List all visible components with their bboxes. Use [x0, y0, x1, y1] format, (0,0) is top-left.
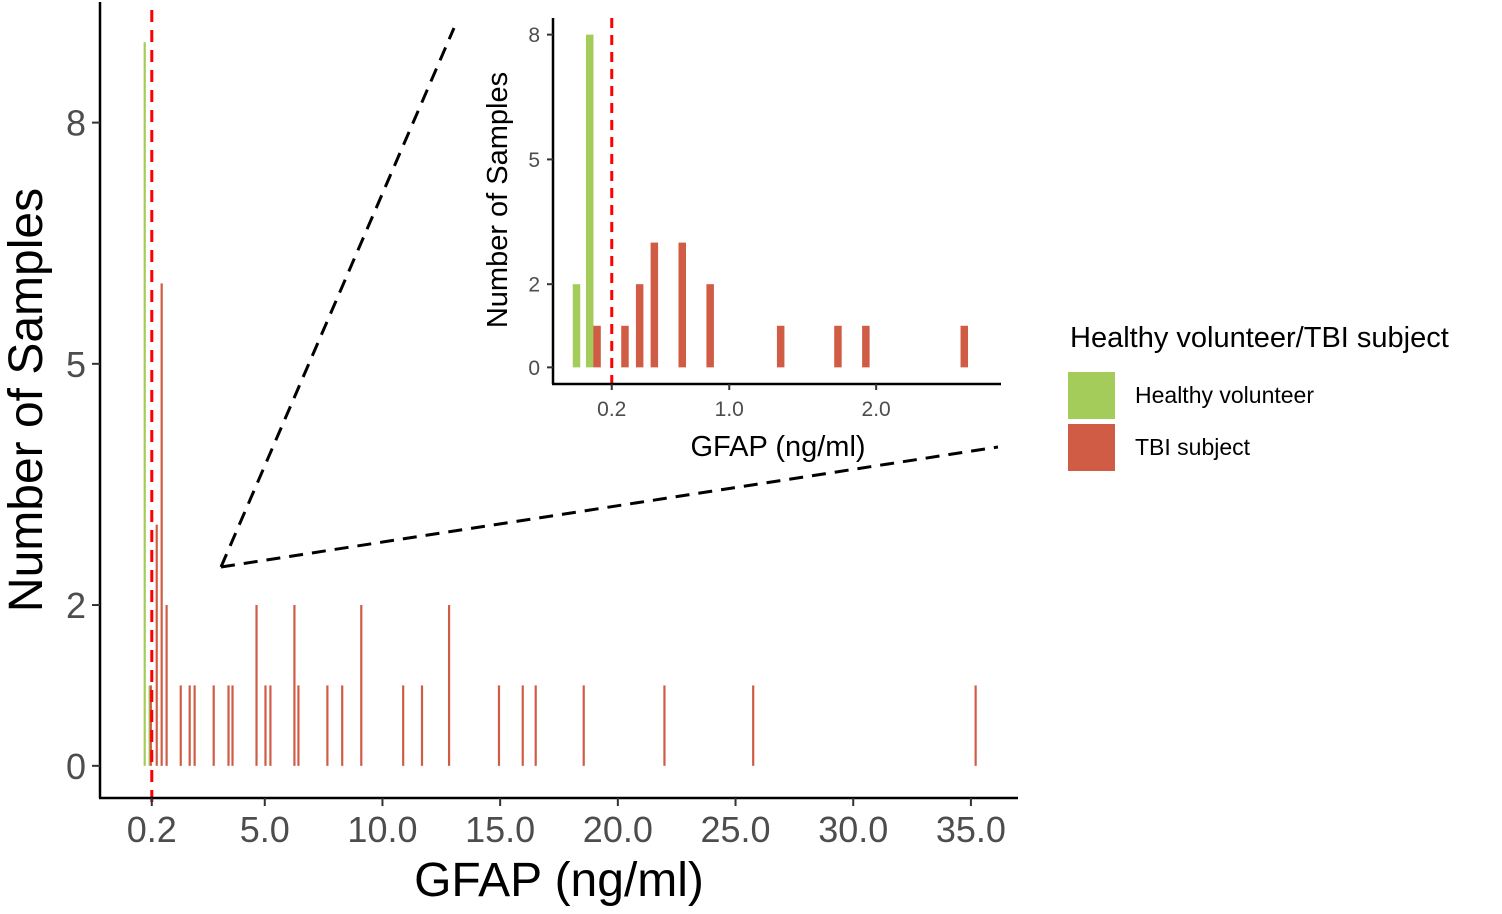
legend-item-healthy-volunteer: Healthy volunteer: [1068, 369, 1449, 421]
main-bar-tbi-subject: [297, 685, 300, 766]
inset-x-ticks: 0.2 1.0 2.0: [597, 384, 891, 421]
main-y-tick-label: 0: [66, 746, 86, 787]
inset-y-axis-title: Number of Samples: [482, 72, 514, 328]
main-x-tick-label: 35.0: [936, 809, 1006, 850]
inset-bar-healthy-volunteer: [572, 284, 581, 368]
main-bar-tbi-subject: [269, 685, 272, 766]
legend-title: Healthy volunteer/TBI subject: [1070, 322, 1449, 354]
inset-bar-tbi-subject: [834, 325, 842, 368]
main-bar-tbi-subject: [165, 605, 168, 766]
main-bar-tbi-subject: [341, 685, 344, 766]
main-bar-tbi-subject: [193, 685, 196, 766]
main-x-tick-label: 10.0: [347, 809, 417, 850]
main-x-tick-label: 5.0: [240, 809, 290, 850]
inset-bar-healthy-volunteer: [585, 34, 594, 368]
inset-bar-tbi-subject: [650, 242, 659, 368]
main-bar-tbi-subject: [663, 685, 666, 766]
inset-bar-tbi-subject: [706, 284, 714, 368]
main-bar-tbi-subject: [179, 685, 182, 766]
inset-y-tick-label: 8: [528, 24, 540, 47]
main-y-tick-label: 5: [66, 344, 86, 385]
main-bar-tbi-subject: [497, 685, 501, 766]
legend-label-healthy-volunteer: Healthy volunteer: [1135, 381, 1314, 408]
inset-x-tick-label: 2.0: [862, 398, 891, 421]
inset-bar-tbi-subject: [776, 325, 785, 368]
main-bar-tbi-subject: [188, 685, 191, 766]
main-bars: [143, 42, 977, 766]
main-y-tick-label: 2: [66, 585, 86, 626]
main-x-tick-label: 0.2: [127, 809, 177, 850]
main-bar-tbi-subject: [582, 685, 585, 766]
main-bar-healthy-volunteer: [148, 685, 151, 766]
inset-bar-tbi-subject: [862, 325, 870, 368]
inset-background: [470, 10, 1010, 430]
callout-line-upper: [219, 27, 456, 568]
main-bar-tbi-subject: [227, 685, 230, 766]
inset-y-ticks: 0 2 5 8: [528, 24, 553, 380]
main-x-ticks: 0.2 5.0 10.0 15.0 20.0 25.0 30.0 35.0: [127, 798, 1006, 850]
callout-line-lower: [220, 445, 999, 569]
main-y-axis-title: Number of Samples: [0, 188, 53, 612]
inset-bar-tbi-subject: [593, 325, 601, 368]
main-plot-panel: 0 2 5 8 0.2 5.0 10.0 15.0 20.0 25.0 30.0 35.0 GFAP…: [0, 2, 1018, 907]
legend-swatch-tbi-subject: [1068, 423, 1115, 471]
main-bar-tbi-subject: [255, 605, 258, 766]
inset-x-tick-label: 0.2: [597, 398, 626, 421]
inset-y-tick-label: 0: [528, 357, 540, 380]
main-bar-tbi-subject: [326, 685, 329, 766]
inset-x-tick-label: 1.0: [715, 398, 744, 421]
inset-bar-tbi-subject: [635, 284, 644, 368]
main-bar-tbi-subject: [149, 685, 152, 766]
main-y-ticks: 0 2 5 8: [66, 103, 100, 787]
inset-bar-tbi-subject: [678, 242, 687, 368]
main-bar-tbi-subject: [212, 685, 215, 766]
main-x-tick-label: 25.0: [700, 809, 770, 850]
main-bar-tbi-subject: [974, 685, 977, 766]
main-bar-tbi-subject: [231, 685, 234, 766]
main-y-tick-label: 8: [66, 103, 86, 144]
legend-item-tbi-subject: TBI subject: [1068, 421, 1449, 473]
main-x-tick-label: 20.0: [583, 809, 653, 850]
zoom-callout: [219, 27, 999, 569]
main-bar-tbi-subject: [420, 685, 424, 766]
legend: Healthy volunteer/TBI subject Healthy vo…: [1068, 322, 1449, 473]
inset-bar-tbi-subject: [621, 325, 629, 368]
main-bar-tbi-subject: [155, 524, 158, 766]
legend-swatch-healthy-volunteer: [1068, 371, 1115, 419]
main-bar-tbi-subject: [264, 685, 267, 766]
main-x-tick-label: 30.0: [818, 809, 888, 850]
legend-label-tbi-subject: TBI subject: [1135, 433, 1251, 460]
main-x-axis-title: GFAP (ng/ml): [414, 854, 704, 907]
main-bar-tbi-subject: [160, 283, 163, 766]
inset-x-axis-title: GFAP (ng/ml): [690, 431, 865, 463]
main-bar-tbi-subject: [447, 605, 451, 766]
inset-bars: [572, 34, 969, 368]
main-bar-tbi-subject: [521, 685, 524, 766]
main-bar-tbi-subject: [752, 685, 755, 766]
main-x-tick-label: 15.0: [465, 809, 535, 850]
inset-y-tick-label: 2: [528, 274, 540, 297]
main-bar-tbi-subject: [293, 605, 296, 766]
inset-plot-panel: 0 2 5 8 0.2 1.0 2.0 GFAP (ng/ml) Number of Sa…: [470, 10, 1010, 463]
inset-bar-tbi-subject: [960, 325, 969, 368]
main-bar-tbi-subject: [534, 685, 537, 766]
main-bar-tbi-subject: [360, 605, 363, 766]
inset-y-tick-label: 5: [528, 149, 540, 172]
main-bar-tbi-subject: [402, 685, 405, 766]
main-bar-healthy-volunteer: [143, 42, 146, 766]
